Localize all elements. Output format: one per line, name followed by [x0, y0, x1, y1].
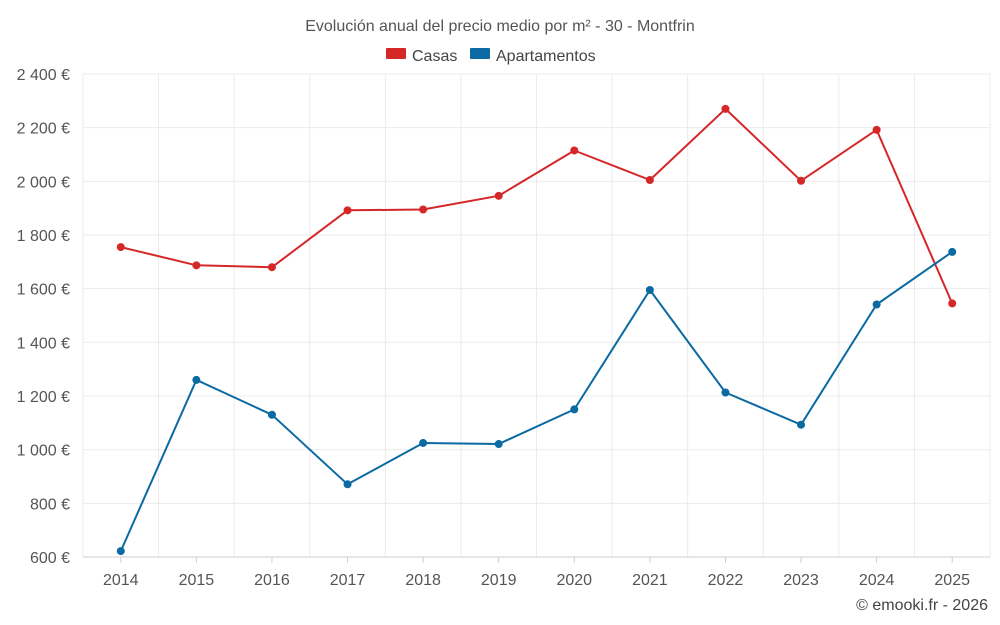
x-tick-label: 2016	[254, 572, 290, 589]
data-point-apartamentos[interactable]	[797, 420, 806, 429]
data-point-apartamentos[interactable]	[645, 286, 654, 295]
y-tick-label: 1 800 €	[17, 228, 70, 245]
axes: 600 € 800 € 1 000 € 1 200 € 1 400 € 1 600 € 1 …	[17, 67, 990, 589]
data-point-casas[interactable]	[419, 205, 428, 214]
y-tick-label: 1 600 €	[17, 282, 70, 299]
data-point-casas[interactable]	[872, 125, 881, 134]
legend-label-casas[interactable]: Casas	[412, 48, 457, 65]
x-tick-label: 2025	[934, 572, 970, 589]
y-tick-label: 1 200 €	[17, 389, 70, 406]
data-point-casas[interactable]	[494, 191, 503, 200]
series	[116, 104, 957, 556]
data-point-casas[interactable]	[116, 243, 125, 252]
x-tick-label: 2020	[556, 572, 592, 589]
legend-label-apartamentos[interactable]: Apartamentos	[496, 48, 596, 65]
x-tick-label: 2014	[103, 572, 139, 589]
legend-swatch-casas	[386, 48, 406, 59]
x-tick-label: 2021	[632, 572, 668, 589]
y-tick-label: 800 €	[30, 496, 70, 513]
legend: Casas Apartamentos	[386, 48, 596, 65]
x-tick-label: 2022	[708, 572, 744, 589]
x-tick-label: 2024	[859, 572, 895, 589]
data-point-casas[interactable]	[645, 175, 654, 184]
data-point-casas[interactable]	[267, 263, 276, 272]
data-point-casas[interactable]	[721, 104, 730, 113]
x-tick-label: 2018	[405, 572, 441, 589]
y-tick-label: 1 000 €	[17, 443, 70, 460]
x-tick-label: 2017	[330, 572, 366, 589]
data-point-casas[interactable]	[343, 206, 352, 215]
series-line-apartamentos	[119, 251, 953, 552]
data-point-casas[interactable]	[570, 146, 579, 155]
data-point-apartamentos[interactable]	[721, 388, 730, 397]
data-point-apartamentos[interactable]	[343, 480, 352, 489]
y-tick-label: 2 200 €	[17, 121, 70, 138]
grid	[82, 73, 991, 558]
x-tick-label: 2019	[481, 572, 517, 589]
data-point-casas[interactable]	[192, 261, 201, 270]
data-point-apartamentos[interactable]	[948, 247, 957, 256]
data-point-apartamentos[interactable]	[419, 438, 428, 447]
y-tick-label: 2 400 €	[17, 67, 70, 84]
data-point-casas[interactable]	[948, 299, 957, 308]
data-point-apartamentos[interactable]	[872, 300, 881, 309]
y-tick-label: 600 €	[30, 550, 70, 567]
data-point-apartamentos[interactable]	[570, 405, 579, 414]
x-tick-label: 2015	[179, 572, 215, 589]
y-tick-label: 2 000 €	[17, 174, 70, 191]
data-point-apartamentos[interactable]	[267, 410, 276, 419]
chart-title: Evolución anual del precio medio por m² …	[305, 18, 695, 35]
legend-swatch-apartamentos	[470, 48, 490, 59]
credit-text: © emooki.fr - 2026	[856, 597, 988, 614]
x-tick-label: 2023	[783, 572, 819, 589]
series-line-casas	[120, 107, 954, 304]
data-point-apartamentos[interactable]	[116, 547, 125, 556]
data-point-apartamentos[interactable]	[494, 440, 503, 449]
data-point-casas[interactable]	[797, 176, 806, 185]
data-point-apartamentos[interactable]	[192, 375, 201, 384]
y-tick-label: 1 400 €	[17, 335, 70, 352]
